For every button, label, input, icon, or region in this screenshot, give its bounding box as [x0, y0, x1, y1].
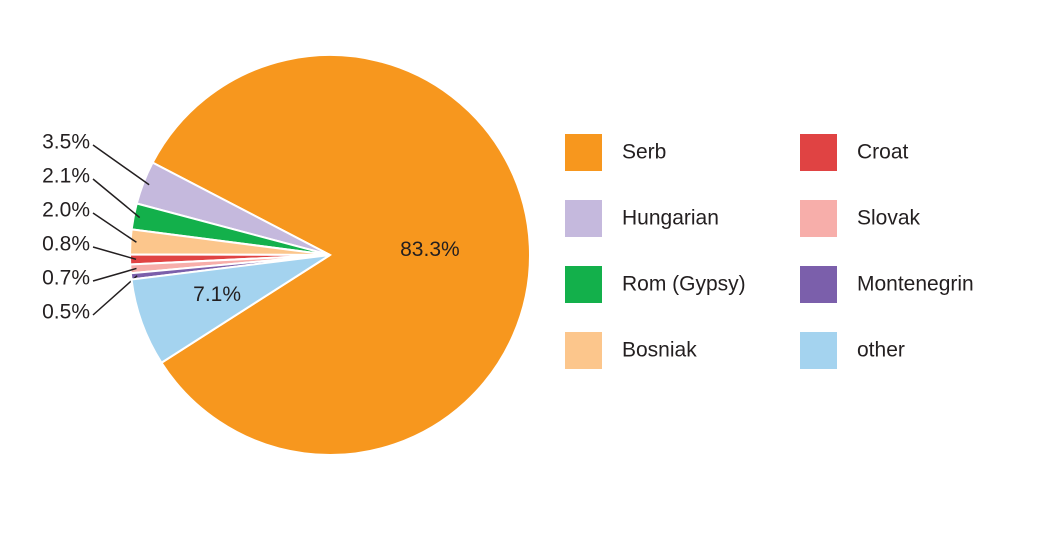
legend-label: other [857, 339, 905, 362]
slice-label: 2.1% [42, 165, 90, 188]
leader-line [92, 246, 137, 261]
slice-label: 83.3% [400, 238, 460, 261]
legend-label: Serb [622, 141, 666, 164]
legend-swatch [800, 200, 837, 237]
leader-line [92, 178, 141, 219]
legend-swatch [565, 266, 602, 303]
leader-line [92, 275, 138, 316]
pie-slice [151, 54, 531, 456]
legend-swatch [800, 266, 837, 303]
pie-slice [130, 254, 331, 365]
slice-label: 0.7% [42, 267, 90, 290]
legend-swatch [800, 332, 837, 369]
slice-label: 2.0% [42, 199, 90, 222]
leader-line [92, 144, 150, 186]
legend-label: Bosniak [622, 339, 697, 362]
legend-label: Rom (Gypsy) [622, 273, 746, 296]
slice-label: 7.1% [193, 283, 241, 306]
slice-label: 3.5% [42, 131, 90, 154]
leader-line [92, 212, 137, 243]
legend-swatch [565, 134, 602, 171]
legend-label: Slovak [857, 207, 921, 230]
legend-label: Montenegrin [857, 273, 974, 296]
slice-label: 0.8% [42, 233, 90, 256]
legend-swatch [800, 134, 837, 171]
legend-label: Croat [857, 141, 909, 164]
legend-swatch [565, 200, 602, 237]
leader-line [92, 267, 137, 282]
slice-label: 0.5% [42, 301, 90, 324]
legend-swatch [565, 332, 602, 369]
legend-label: Hungarian [622, 207, 719, 230]
